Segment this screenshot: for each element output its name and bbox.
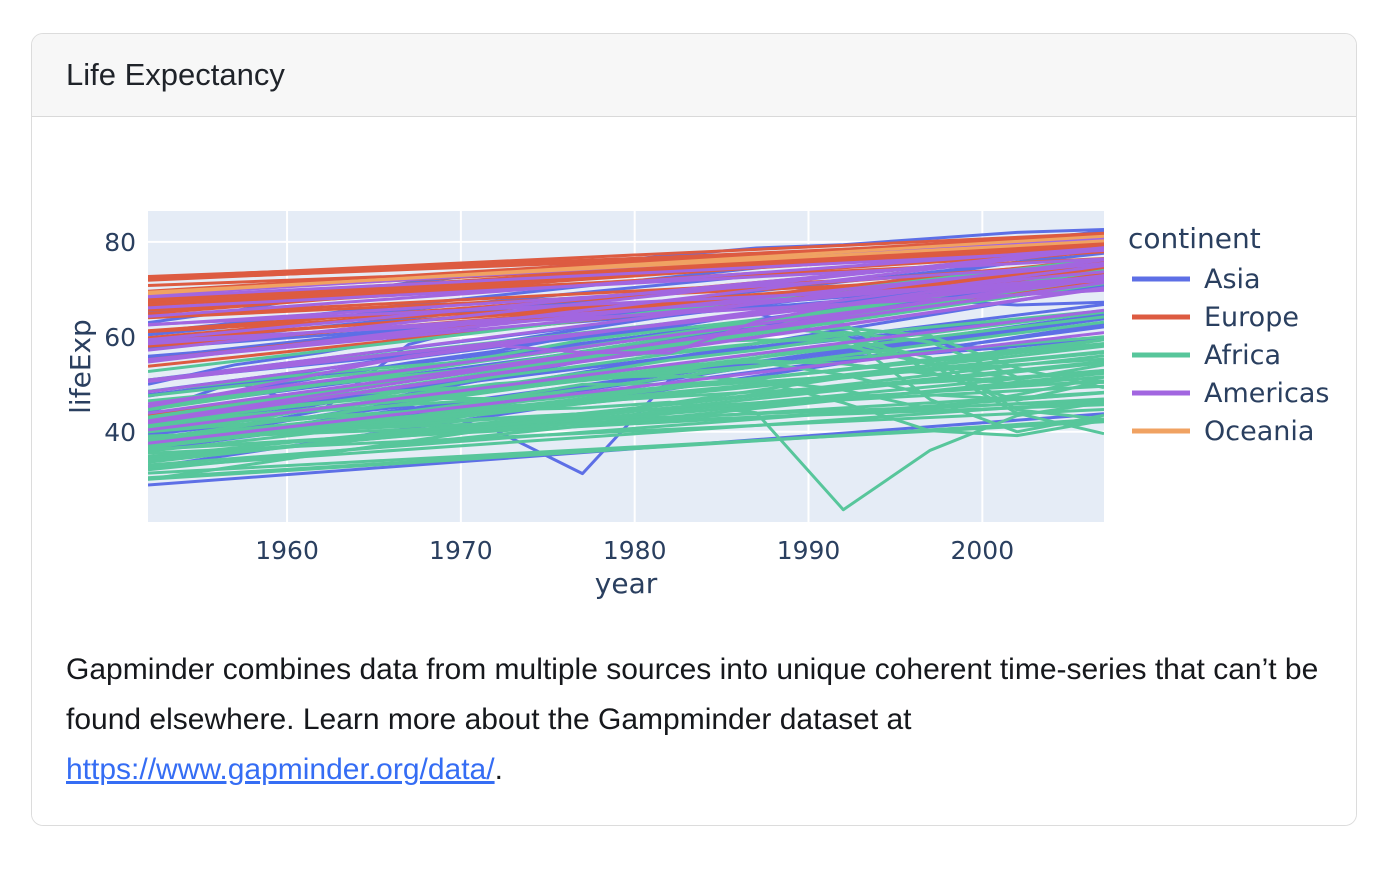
svg-text:2000: 2000 bbox=[951, 536, 1015, 565]
svg-text:80: 80 bbox=[104, 228, 136, 257]
trace-lines-oceania[interactable]: AustraliaNew Zealand bbox=[148, 234, 1104, 296]
svg-text:Europe: Europe bbox=[1204, 302, 1299, 333]
legend-item-americas[interactable]: Americas bbox=[1132, 378, 1329, 409]
description-after-link: . bbox=[494, 753, 503, 786]
legend-item-europe[interactable]: Europe bbox=[1132, 302, 1299, 333]
svg-text:1980: 1980 bbox=[603, 536, 667, 565]
description-text: Gapminder combines data from multiple so… bbox=[32, 609, 1356, 825]
svg-text:1960: 1960 bbox=[255, 536, 319, 565]
axis-tick-labels: 1960 1970 1980 1990 2000 40 60 80 bbox=[104, 228, 1014, 565]
legend-title: continent bbox=[1128, 222, 1261, 255]
legend-item-africa[interactable]: Africa bbox=[1132, 340, 1281, 371]
svg-text:Africa: Africa bbox=[1204, 340, 1281, 371]
svg-text:40: 40 bbox=[104, 418, 136, 447]
card-title: Life Expectancy bbox=[66, 57, 285, 92]
chart-container: AfghanistanBahrainBangladeshCambodiaChin… bbox=[32, 117, 1356, 609]
legend-item-oceania[interactable]: Oceania bbox=[1132, 416, 1314, 447]
svg-text:60: 60 bbox=[104, 323, 136, 352]
card-header: Life Expectancy bbox=[32, 34, 1356, 117]
life-expectancy-card: Life Expectancy AfghanistanBahrainBangla… bbox=[31, 33, 1357, 826]
svg-text:1970: 1970 bbox=[429, 536, 493, 565]
svg-text:1990: 1990 bbox=[777, 536, 841, 565]
svg-text:Americas: Americas bbox=[1204, 378, 1329, 409]
legend-item-asia[interactable]: Asia bbox=[1132, 264, 1261, 295]
description-before-link: Gapminder combines data from multiple so… bbox=[66, 653, 1319, 736]
legend: continent Asia Europe Africa Americas Oceania bbox=[1128, 222, 1329, 447]
svg-text:Asia: Asia bbox=[1204, 264, 1261, 295]
gapminder-link[interactable]: https://www.gapminder.org/data/ bbox=[66, 753, 495, 786]
y-axis-title: lifeExp bbox=[64, 319, 97, 414]
lifeexp-chart[interactable]: AfghanistanBahrainBangladeshCambodiaChin… bbox=[32, 117, 1356, 609]
x-axis-title: year bbox=[595, 567, 658, 600]
trace-lines-americas[interactable]: ArgentinaBoliviaBrazilCanadaChileColombi… bbox=[148, 237, 1104, 445]
card-body: AfghanistanBahrainBangladeshCambodiaChin… bbox=[32, 117, 1356, 825]
svg-text:Oceania: Oceania bbox=[1204, 416, 1314, 447]
